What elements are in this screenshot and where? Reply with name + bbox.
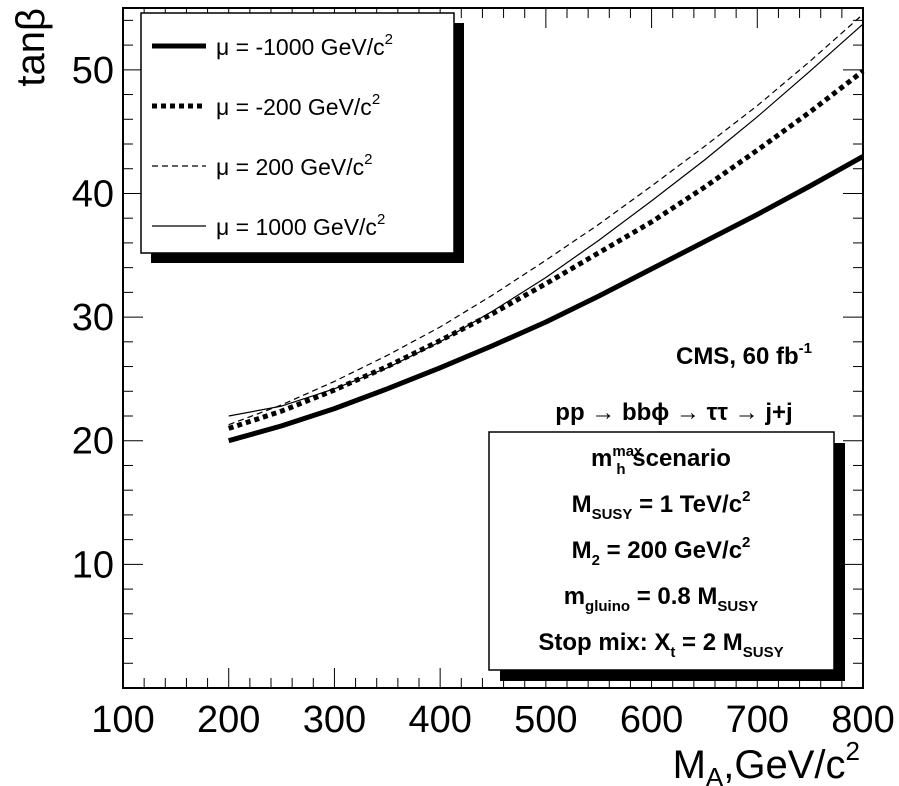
legend-label-2: μ = 200 GeV/c2 xyxy=(216,151,373,180)
legend-label-3: μ = 1000 GeV/c2 xyxy=(216,211,385,240)
y-tick-label: 50 xyxy=(72,50,114,92)
series-line-1 xyxy=(227,69,865,431)
x-tick-label: 600 xyxy=(620,699,683,741)
axis-text-layer: 100 200 300 400 500 600 700 800 10 20 30 40 50 MA,GeV… xyxy=(9,8,895,786)
x-axis-title: MA,GeV/c2 xyxy=(673,736,860,786)
experiment-label: CMS, 60 fb-1 xyxy=(676,340,812,370)
legend: μ = -1000 GeV/c2 μ = -200 GeV/c2 μ = 200 G… xyxy=(140,12,464,263)
scenario-line-4: Stop mix: Xt = 2 MSUSY xyxy=(538,629,783,661)
series-line-0 xyxy=(228,154,865,444)
scenario-line-2: M2 = 200 GeV/c2 xyxy=(572,534,751,569)
plot-frame xyxy=(122,7,864,689)
x-tick-label: 400 xyxy=(408,699,471,741)
legend-label-0: μ = -1000 GeV/c2 xyxy=(216,31,393,60)
process-label: pp → bbϕ → ττ → j+j xyxy=(555,399,792,426)
scenario-line-1: MSUSY = 1 TeV/c2 xyxy=(572,488,751,523)
y-tick-label: 30 xyxy=(72,297,114,339)
series-layer xyxy=(227,13,865,444)
series-line-2 xyxy=(228,13,864,426)
y-axis-title: tanβ xyxy=(9,8,53,87)
legend-box xyxy=(140,12,455,254)
scenario-line-0: mmax h scenario xyxy=(591,443,731,478)
x-tick-label: 500 xyxy=(514,699,577,741)
x-tick-label: 700 xyxy=(726,699,789,741)
annotation-layer: CMS, 60 fb-1 pp → bbϕ → ττ → j+j mmax h sce… xyxy=(488,340,845,681)
y-tick-label: 20 xyxy=(72,421,114,463)
legend-label-1: μ = -200 GeV/c2 xyxy=(216,91,380,120)
scenario-line-3: mgluino = 0.8 MSUSY xyxy=(564,583,759,615)
x-tick-label: 300 xyxy=(303,699,366,741)
scenario-box xyxy=(488,431,835,671)
y-tick-label: 10 xyxy=(72,544,114,586)
x-tick-label: 200 xyxy=(197,699,260,741)
x-tick-label: 800 xyxy=(831,699,894,741)
series-line-3 xyxy=(228,23,864,417)
y-tick-label: 40 xyxy=(72,173,114,215)
x-tick-label: 100 xyxy=(91,699,154,741)
